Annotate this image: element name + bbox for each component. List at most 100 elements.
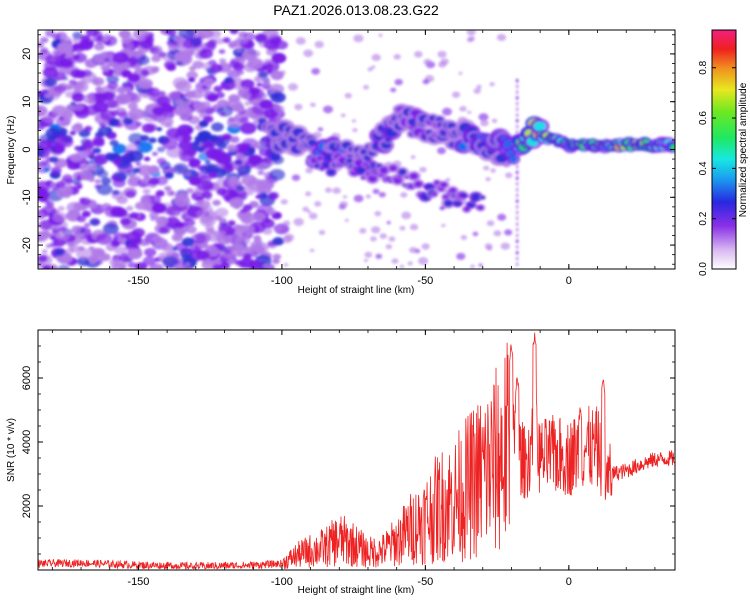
spectrogram-cell bbox=[94, 94, 104, 102]
spectrogram-cell bbox=[489, 82, 495, 87]
spectrogram-cell bbox=[394, 78, 403, 86]
spectrogram-cell bbox=[148, 95, 157, 101]
spectrogram-cell bbox=[437, 147, 446, 155]
spectrogram-cell bbox=[158, 226, 169, 234]
spectrogram-cell bbox=[172, 163, 189, 175]
spectrogram-cell bbox=[303, 49, 314, 58]
snr-y-ticks: 2000 4000 6000 bbox=[21, 329, 675, 571]
spectrogram-cell bbox=[200, 163, 216, 175]
spectrogram-cell bbox=[257, 170, 265, 176]
spectrogram-cell bbox=[389, 165, 398, 172]
spectrogram-cell bbox=[239, 91, 252, 100]
snr-x-tick-label: -50 bbox=[417, 576, 433, 588]
spectrogram-cell bbox=[143, 156, 151, 162]
snr-panel: -150 -100 -50 0 2000 4000 6000 Height of stra… bbox=[6, 329, 676, 596]
spectrogram-cell bbox=[222, 133, 232, 141]
spectrogram-cell bbox=[468, 36, 476, 42]
spectrogram-cell bbox=[486, 220, 495, 227]
spectrogram-cell bbox=[113, 207, 128, 218]
spectrogram-cell bbox=[478, 113, 489, 121]
spectrogram-cell bbox=[305, 167, 314, 174]
spectrogram-cell bbox=[414, 51, 423, 58]
spectrogram-cell bbox=[515, 256, 519, 261]
spectrogram-cell bbox=[156, 96, 171, 107]
spectrogram-cell bbox=[367, 67, 373, 72]
spectrogram-cell bbox=[231, 103, 245, 113]
spectrogram-cell bbox=[72, 31, 83, 39]
spectrogram-cell bbox=[167, 91, 181, 101]
spectrogram-cell bbox=[180, 93, 187, 98]
spectrogram-cell bbox=[112, 51, 129, 64]
spectrogram-cell bbox=[142, 188, 151, 195]
spectrogram-cell bbox=[293, 218, 304, 226]
spectrogram-cell bbox=[480, 119, 489, 127]
spectrogram-cell bbox=[670, 144, 675, 151]
spectrogram-cell bbox=[282, 235, 292, 244]
spectrogram-heatmap bbox=[38, 30, 675, 269]
spectrogram-cell bbox=[432, 192, 437, 197]
spectrogram-cell bbox=[181, 134, 193, 142]
spectrogram-cell bbox=[101, 65, 111, 72]
spectrogram-cell bbox=[50, 147, 57, 152]
spectrogram-cell bbox=[124, 86, 132, 92]
spectrogram-cell bbox=[459, 106, 467, 112]
spectrogram-cell bbox=[317, 127, 324, 132]
spectrogram-cell bbox=[140, 135, 150, 142]
spectrogram-cell bbox=[467, 202, 475, 208]
spectrogram-cell bbox=[131, 228, 145, 238]
spectrogram-cell bbox=[96, 183, 113, 196]
spectrogram-cell bbox=[441, 223, 446, 228]
spectrogram-cell bbox=[93, 53, 108, 65]
spectrogram-cell bbox=[339, 201, 349, 208]
spectrogram-cell bbox=[351, 119, 357, 123]
spectrogram-cell bbox=[470, 264, 475, 269]
spectrogram-cell bbox=[393, 54, 401, 60]
spectrogram-cell bbox=[204, 159, 211, 164]
spectrogram-cell bbox=[515, 262, 519, 267]
spectrogram-cell bbox=[137, 178, 150, 188]
spectrogram-y-tick-label: 20 bbox=[21, 48, 33, 60]
spectrogram-cell bbox=[244, 101, 251, 106]
spectrogram-cell bbox=[515, 84, 519, 89]
spectrogram-cell bbox=[65, 104, 75, 111]
spectrogram-cell bbox=[485, 177, 491, 182]
spectrogram-cell bbox=[325, 187, 332, 193]
spectrogram-cell bbox=[497, 213, 507, 221]
spectrogram-cell bbox=[186, 188, 194, 194]
spectrogram-cell bbox=[136, 34, 146, 42]
spectrogram-cell bbox=[156, 127, 163, 132]
spectrogram-cell bbox=[136, 141, 153, 153]
spectrogram-cell bbox=[58, 116, 65, 121]
spectrogram-cell bbox=[308, 212, 318, 220]
spectrogram-cell bbox=[344, 92, 352, 99]
snr-series-line bbox=[38, 332, 675, 570]
spectrogram-cell bbox=[483, 165, 490, 171]
spectrogram-cell bbox=[325, 154, 333, 161]
spectrogram-x-tick-label: -150 bbox=[127, 275, 149, 287]
spectrogram-cell bbox=[253, 235, 261, 241]
spectrogram-cell bbox=[307, 210, 312, 214]
spectrogram-cell bbox=[122, 117, 133, 125]
spectrogram-cell bbox=[422, 79, 430, 85]
spectrogram-cell bbox=[164, 172, 174, 179]
colorbar-tick-label: 0.4 bbox=[698, 161, 709, 175]
spectrogram-cell bbox=[363, 85, 369, 90]
spectrogram-cell bbox=[505, 172, 513, 179]
snr-y-tick-label: 6000 bbox=[21, 366, 33, 390]
spectrogram-cell bbox=[409, 223, 419, 231]
spectrogram-cell bbox=[152, 106, 165, 116]
spectrogram-cell bbox=[38, 190, 50, 199]
snr-x-tick-label: 0 bbox=[566, 576, 572, 588]
spectrogram-cell bbox=[294, 103, 303, 111]
spectrogram-cell bbox=[212, 199, 221, 206]
spectrogram-cell bbox=[340, 113, 346, 118]
spectrogram-cell bbox=[38, 50, 52, 61]
spectrogram-cell bbox=[148, 177, 160, 186]
spectrogram-cell bbox=[491, 118, 498, 124]
spectrogram-cell bbox=[173, 194, 191, 207]
spectrogram-cell bbox=[295, 37, 306, 45]
snr-frame bbox=[37, 329, 676, 571]
spectrogram-cell bbox=[399, 225, 406, 231]
spectrogram-cell bbox=[370, 236, 377, 242]
spectrogram-cell bbox=[70, 153, 83, 162]
